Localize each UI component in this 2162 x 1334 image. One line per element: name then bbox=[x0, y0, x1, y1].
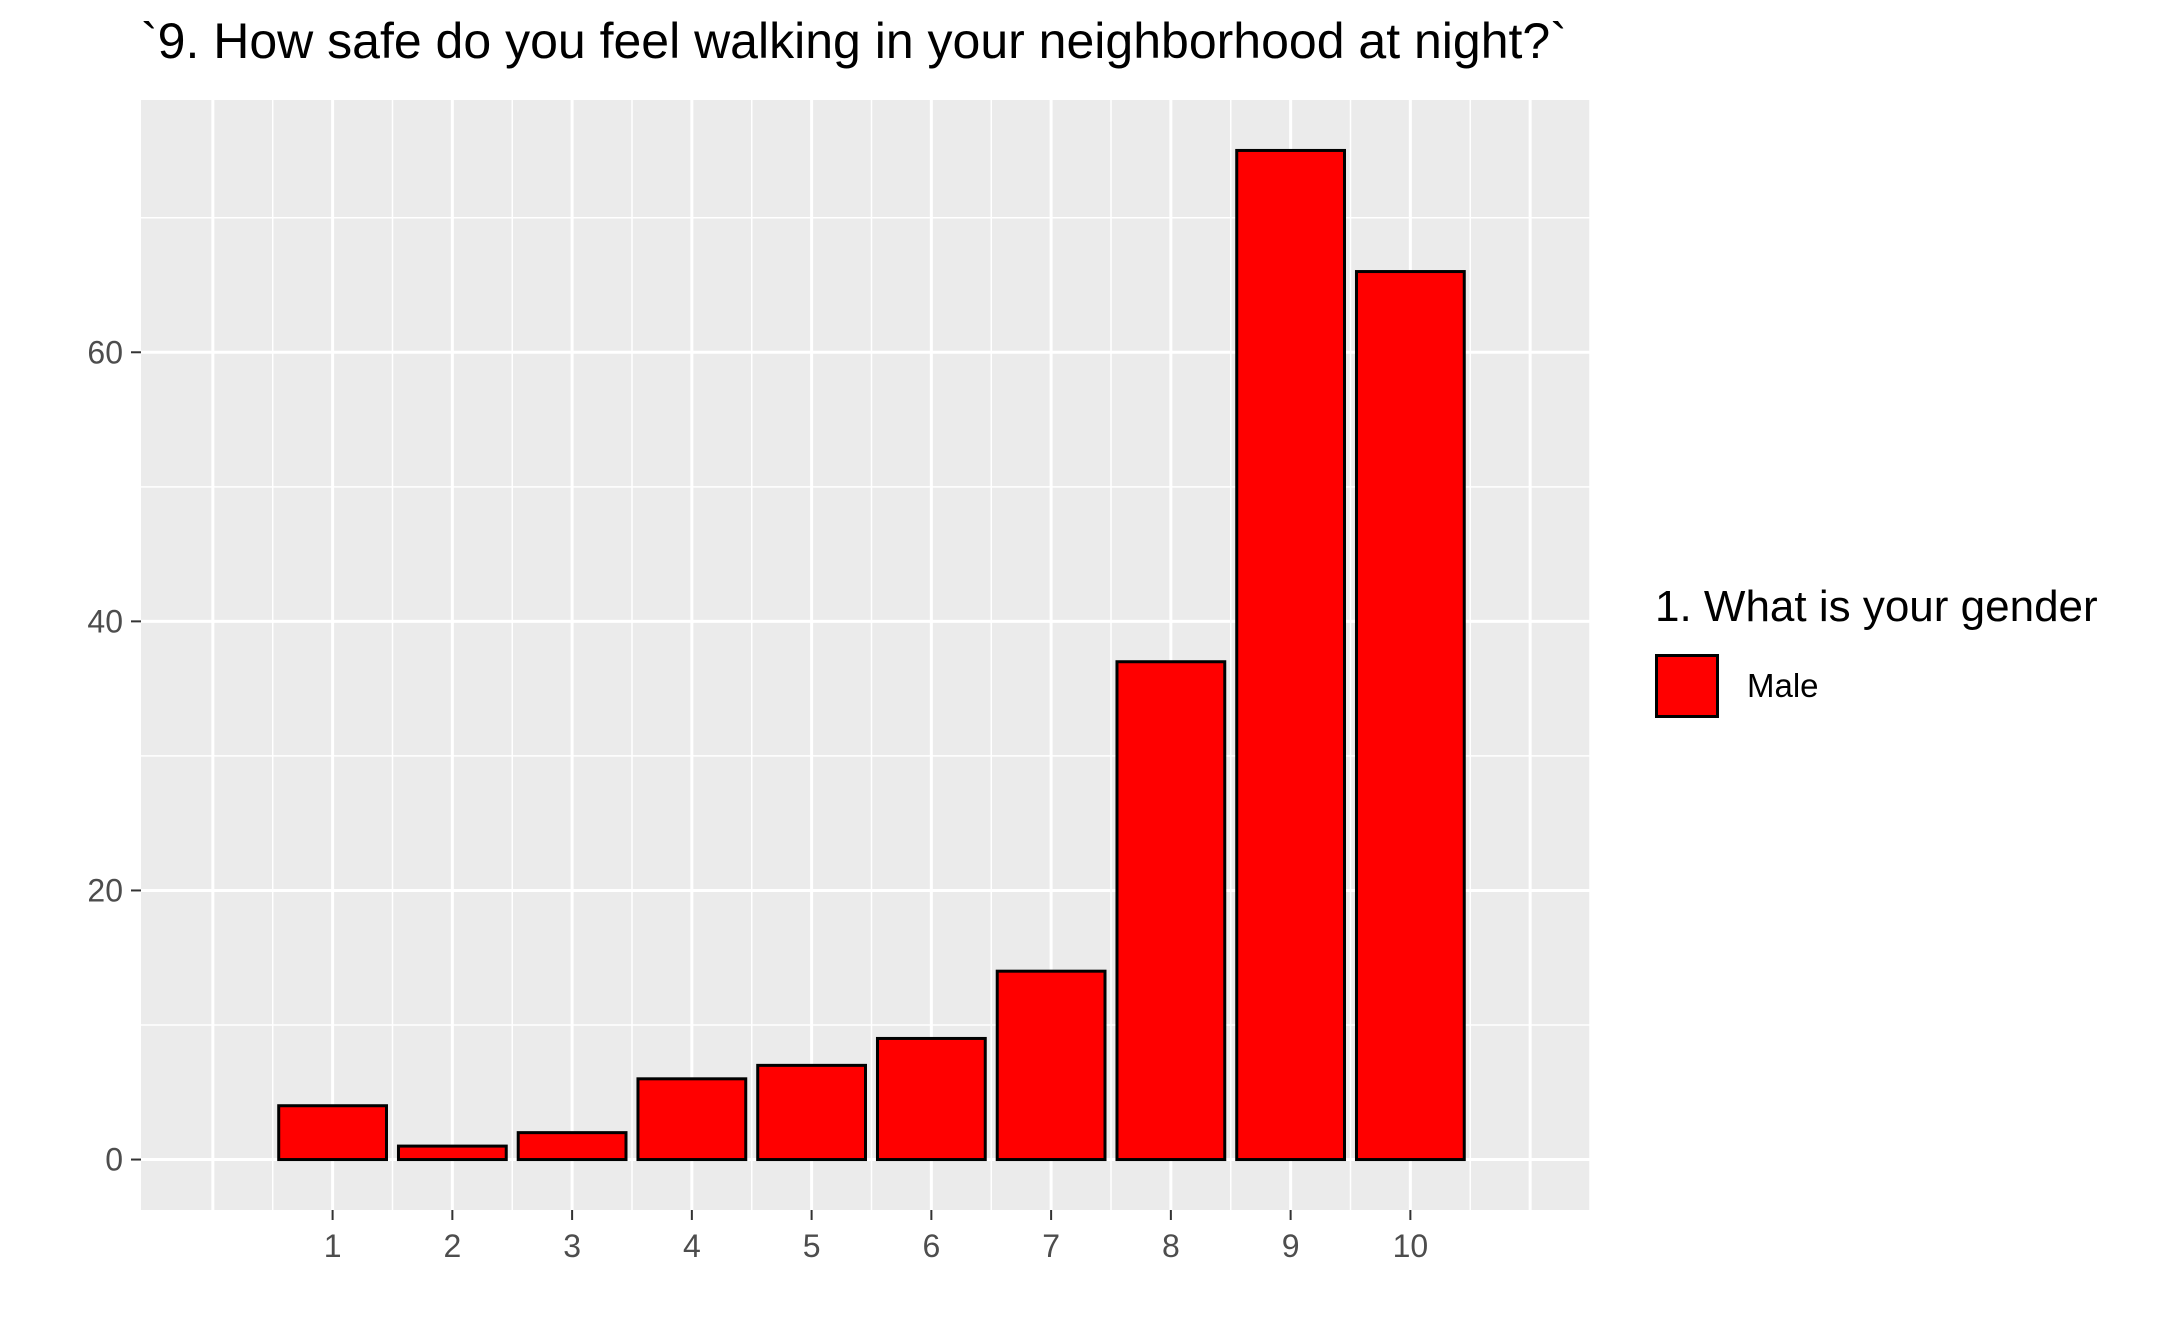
bar-5 bbox=[756, 1063, 868, 1162]
bars bbox=[277, 148, 1466, 1162]
x-tick-label: 2 bbox=[443, 1228, 461, 1264]
legend-key-swatch bbox=[1655, 654, 1719, 718]
x-tick-label: 8 bbox=[1162, 1228, 1180, 1264]
bar-8 bbox=[1115, 660, 1227, 1162]
legend-item-male: Male bbox=[1655, 654, 2098, 718]
x-tick-label: 9 bbox=[1282, 1228, 1300, 1264]
bar-4 bbox=[636, 1077, 748, 1162]
bar-7 bbox=[995, 969, 1107, 1162]
x-tick-label: 1 bbox=[324, 1228, 342, 1264]
x-tick-label: 3 bbox=[563, 1228, 581, 1264]
x-tick-label: 7 bbox=[1042, 1228, 1060, 1264]
bar-3 bbox=[516, 1131, 628, 1162]
axes: 0 20 40 60 1 2 3 4 5 6 7 8 9 10 bbox=[87, 334, 1428, 1264]
chart-title: `9. How safe do you feel walking in your… bbox=[141, 13, 1567, 69]
legend-label: Male bbox=[1747, 667, 1819, 704]
x-tick-label: 4 bbox=[683, 1228, 701, 1264]
y-tick-label: 0 bbox=[105, 1142, 123, 1178]
legend: 1. What is your gender Male bbox=[1655, 582, 2098, 718]
bar-10 bbox=[1354, 270, 1466, 1162]
legend-title: 1. What is your gender bbox=[1655, 582, 2098, 631]
y-tick-label: 20 bbox=[87, 872, 123, 908]
x-tick-label: 6 bbox=[922, 1228, 940, 1264]
y-tick-label: 40 bbox=[87, 603, 123, 639]
x-tick-label: 5 bbox=[803, 1228, 821, 1264]
y-tick-label: 60 bbox=[87, 334, 123, 370]
bar-9 bbox=[1235, 148, 1347, 1162]
bar-1 bbox=[277, 1104, 388, 1162]
bar-6 bbox=[875, 1036, 987, 1162]
x-tick-label: 10 bbox=[1393, 1228, 1429, 1264]
bar-2 bbox=[396, 1144, 508, 1162]
